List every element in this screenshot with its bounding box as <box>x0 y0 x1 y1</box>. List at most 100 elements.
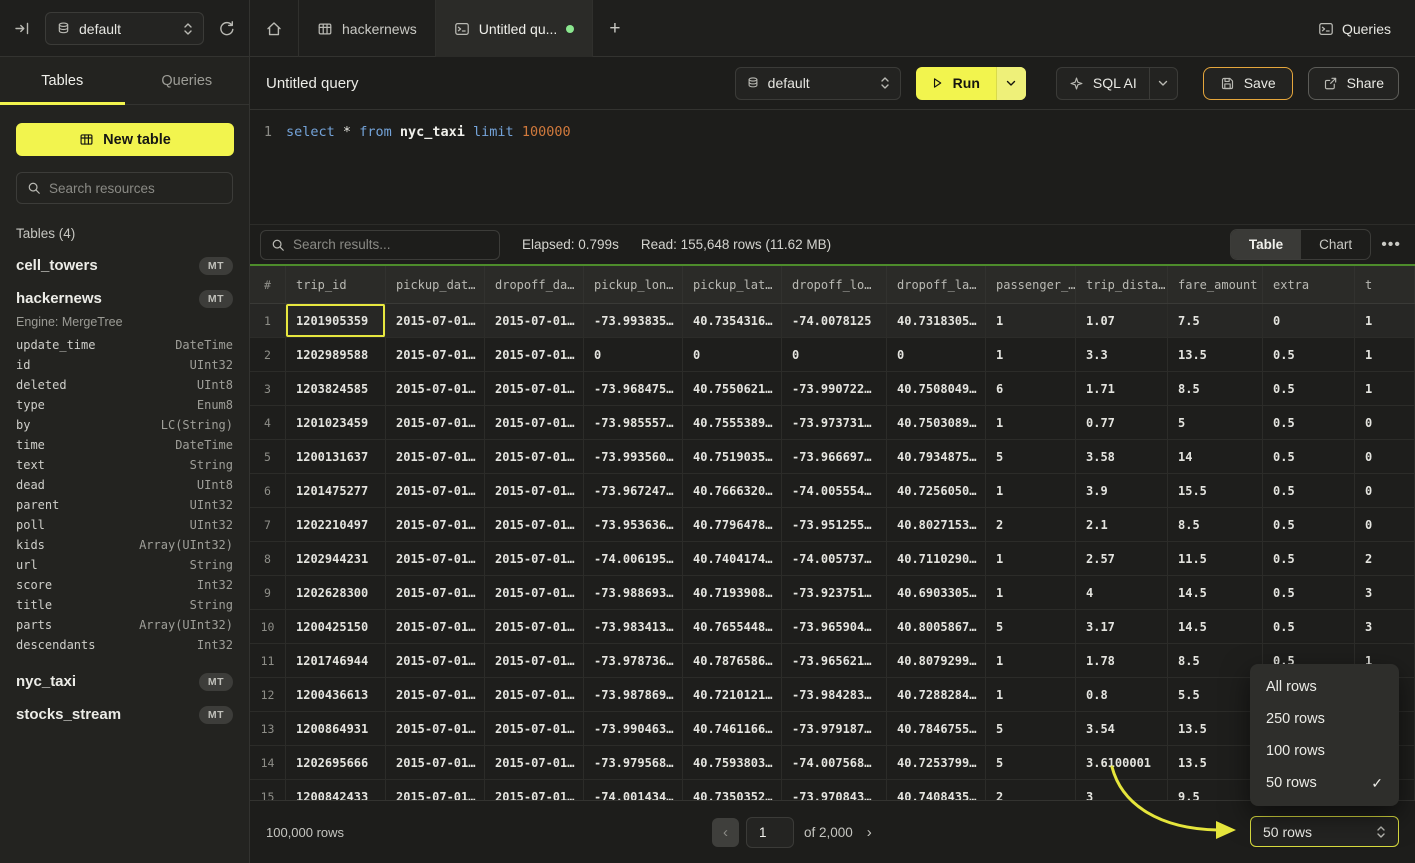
table-cell[interactable]: 1202989588 <box>286 338 386 371</box>
sql-editor[interactable]: 1 select * from nyc_taxi limit 100000 <box>250 110 1415 225</box>
column-header[interactable]: dropoff_la… <box>887 266 986 303</box>
more-options-icon[interactable]: ••• <box>1381 236 1401 254</box>
table-cell[interactable]: 40.7193908… <box>683 576 782 609</box>
table-cell[interactable]: 0.8 <box>1076 678 1168 711</box>
table-cell[interactable]: 40.7256050… <box>887 474 986 507</box>
table-cell[interactable]: 1201023459 <box>286 406 386 439</box>
table-cell[interactable]: 13.5 <box>1168 712 1263 745</box>
table-cell[interactable]: -73.979568… <box>584 746 683 779</box>
table-cell[interactable]: 14 <box>1168 440 1263 473</box>
table-cell[interactable]: 2015-07-01… <box>485 644 584 677</box>
search-results-input[interactable] <box>293 237 489 252</box>
table-cell[interactable]: -73.988693… <box>584 576 683 609</box>
table-cell[interactable]: -73.979187… <box>782 712 887 745</box>
results-search[interactable] <box>260 230 500 260</box>
table-cell[interactable]: 2015-07-01… <box>386 712 485 745</box>
table-cell[interactable]: 2015-07-01… <box>485 440 584 473</box>
sidebar-tab-queries[interactable]: Queries <box>125 57 250 104</box>
table-cell[interactable]: 1 <box>1355 304 1415 337</box>
table-cell[interactable]: 1201905359 <box>286 304 386 337</box>
table-cell[interactable]: 4 <box>1076 576 1168 609</box>
table-cell[interactable]: 15.5 <box>1168 474 1263 507</box>
table-cell[interactable]: -73.993560… <box>584 440 683 473</box>
refresh-icon[interactable] <box>218 20 235 37</box>
table-cell[interactable]: 40.7550621… <box>683 372 782 405</box>
table-cell[interactable]: 40.7508049… <box>887 372 986 405</box>
sidebar-tab-tables[interactable]: Tables <box>0 57 125 104</box>
table-cell[interactable]: 2015-07-01… <box>485 610 584 643</box>
column-header[interactable]: fare_amount <box>1168 266 1263 303</box>
table-cell[interactable]: 2.57 <box>1076 542 1168 575</box>
table-cell[interactable]: -73.968475… <box>584 372 683 405</box>
table-cell[interactable]: 40.7288284… <box>887 678 986 711</box>
column-header[interactable]: t <box>1355 266 1415 303</box>
table-cell[interactable]: 40.7318305… <box>887 304 986 337</box>
table-cell[interactable]: -73.951255… <box>782 508 887 541</box>
column-header[interactable]: passenger_… <box>986 266 1076 303</box>
table-cell[interactable]: 1.78 <box>1076 644 1168 677</box>
table-cell[interactable]: 2015-07-01… <box>485 508 584 541</box>
table-cell[interactable]: 2015-07-01… <box>485 542 584 575</box>
table-cell[interactable]: 5 <box>986 712 1076 745</box>
table-cell[interactable]: 1 <box>986 406 1076 439</box>
table-cell[interactable]: 3.3 <box>1076 338 1168 371</box>
table-cell[interactable]: 40.7796478… <box>683 508 782 541</box>
table-cell[interactable]: 5 <box>986 440 1076 473</box>
topbar-database-selector[interactable]: default <box>45 12 204 45</box>
sql-ai-dropdown-button[interactable] <box>1149 68 1177 99</box>
table-cell[interactable]: 0.5 <box>1263 508 1355 541</box>
table-cell[interactable]: 2015-07-01… <box>386 508 485 541</box>
table-cell[interactable]: 3.9 <box>1076 474 1168 507</box>
tab-untitled-query[interactable]: Untitled qu... <box>436 0 594 57</box>
table-cell[interactable]: 0 <box>1355 440 1415 473</box>
column-header[interactable]: trip_id <box>286 266 386 303</box>
column-header[interactable]: extra <box>1263 266 1355 303</box>
table-cell[interactable]: 0 <box>1263 304 1355 337</box>
table-cell[interactable]: 9.5 <box>1168 780 1263 800</box>
table-cell[interactable]: -73.990463… <box>584 712 683 745</box>
table-cell[interactable]: 1200425150 <box>286 610 386 643</box>
sql-ai-main[interactable]: SQL AI <box>1057 68 1149 99</box>
table-cell[interactable]: 2015-07-01… <box>485 372 584 405</box>
table-cell[interactable]: 2015-07-01… <box>386 406 485 439</box>
table-cell[interactable]: 2015-07-01… <box>386 678 485 711</box>
table-cell[interactable]: 5.5 <box>1168 678 1263 711</box>
table-cell[interactable]: 40.7354316… <box>683 304 782 337</box>
table-cell[interactable]: 2015-07-01… <box>386 372 485 405</box>
table-cell[interactable]: 40.7666320… <box>683 474 782 507</box>
table-cell[interactable]: 5 <box>1168 406 1263 439</box>
save-button[interactable]: Save <box>1203 67 1293 100</box>
run-button-main[interactable]: Run <box>916 67 996 100</box>
column-header[interactable]: trip_dista… <box>1076 266 1168 303</box>
table-cell[interactable]: -73.985557… <box>584 406 683 439</box>
view-toggle-table[interactable]: Table <box>1231 230 1301 259</box>
page-input[interactable] <box>746 817 794 848</box>
table-cell[interactable]: 3 <box>1076 780 1168 800</box>
table-cell[interactable]: 3 <box>1355 576 1415 609</box>
table-cell[interactable]: -73.987869… <box>584 678 683 711</box>
table-cell[interactable]: 8.5 <box>1168 508 1263 541</box>
rows-per-page-select[interactable]: 50 rows <box>1250 816 1399 847</box>
table-cell[interactable]: 40.7555389… <box>683 406 782 439</box>
table-cell[interactable]: 2015-07-01… <box>485 474 584 507</box>
run-button[interactable]: Run <box>916 67 1026 100</box>
table-cell[interactable]: -73.923751… <box>782 576 887 609</box>
table-cell[interactable]: 0.5 <box>1263 542 1355 575</box>
column-header[interactable]: dropoff_da… <box>485 266 584 303</box>
table-cell[interactable]: 40.7408435… <box>887 780 986 800</box>
menu-item[interactable]: 250 rows <box>1250 703 1399 735</box>
table-cell[interactable]: -73.953636… <box>584 508 683 541</box>
table-cell[interactable]: 1 <box>986 644 1076 677</box>
table-cell[interactable]: 40.7519035… <box>683 440 782 473</box>
table-cell[interactable]: 2015-07-01… <box>386 338 485 371</box>
table-cell[interactable]: -73.965621… <box>782 644 887 677</box>
table-cell[interactable]: 40.7210121… <box>683 678 782 711</box>
table-cell[interactable]: -74.001434… <box>584 780 683 800</box>
table-cell[interactable]: 3.54 <box>1076 712 1168 745</box>
table-cell[interactable]: 8.5 <box>1168 372 1263 405</box>
column-header[interactable]: pickup_dat… <box>386 266 485 303</box>
table-cell[interactable]: 0 <box>1355 508 1415 541</box>
table-cell[interactable]: 0 <box>584 338 683 371</box>
table-cell[interactable]: 2015-07-01… <box>386 576 485 609</box>
table-cell[interactable]: 40.8027153… <box>887 508 986 541</box>
